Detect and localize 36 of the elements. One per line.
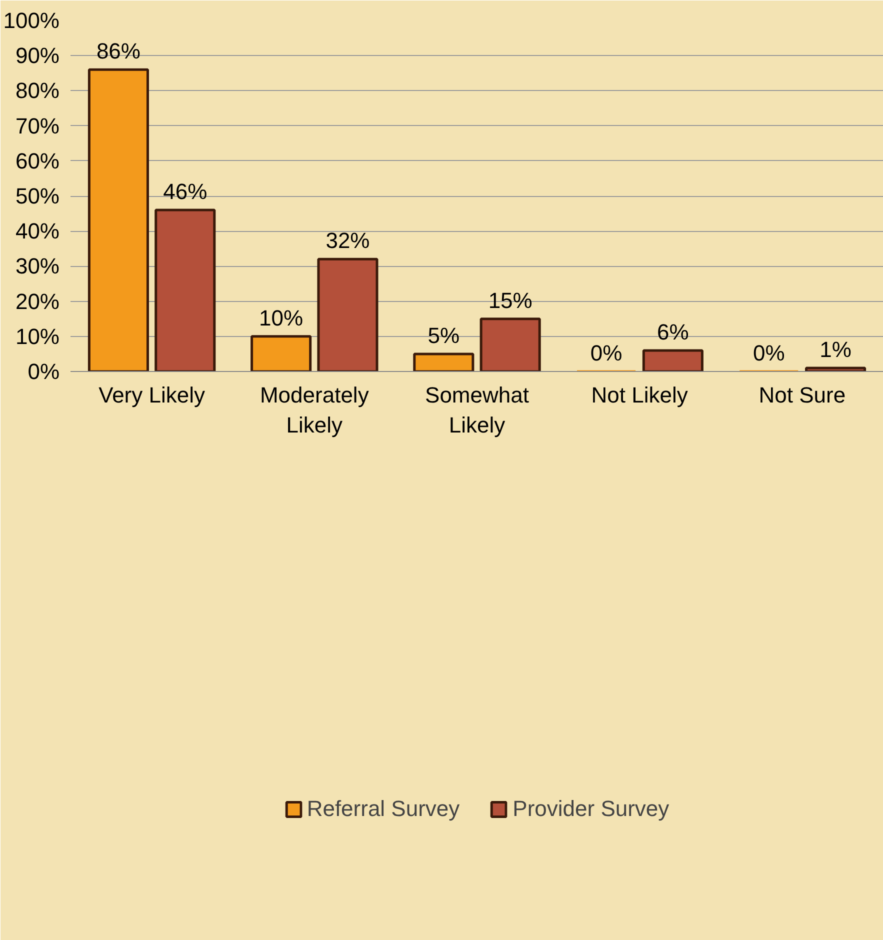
legend-label: Provider Survey xyxy=(512,796,670,822)
y-tick-label: 30% xyxy=(15,254,60,279)
data-label: 15% xyxy=(488,288,532,313)
bar xyxy=(805,366,866,372)
y-tick-label: 90% xyxy=(15,43,60,68)
y-tick-label: 70% xyxy=(15,113,60,138)
data-label: 10% xyxy=(259,305,304,330)
data-label: 86% xyxy=(96,38,140,64)
x-tick-label: Moderately Likely xyxy=(260,382,369,438)
y-tick-label: 40% xyxy=(15,218,60,244)
x-tick-label: Not Likely xyxy=(591,382,688,408)
y-tick-label: 10% xyxy=(15,324,60,349)
data-label: 0% xyxy=(752,340,785,366)
data-label: 5% xyxy=(428,322,460,348)
data-label: 1% xyxy=(820,336,852,362)
legend-label: Referral Survey xyxy=(306,796,460,822)
bar xyxy=(154,208,216,372)
data-label: 32% xyxy=(326,228,370,254)
bar xyxy=(480,318,541,372)
y-tick-label: 80% xyxy=(15,78,60,104)
data-label: 0% xyxy=(590,340,622,366)
y-tick-label: 50% xyxy=(15,184,60,208)
x-tick-label: Not Sure xyxy=(758,382,846,408)
data-label: 46% xyxy=(163,179,208,204)
bar xyxy=(317,258,378,372)
x-tick-label: Somewhat Likely xyxy=(425,382,529,438)
bar xyxy=(250,335,312,372)
y-tick-label: 100% xyxy=(3,8,60,33)
bar xyxy=(642,349,704,372)
bar xyxy=(413,352,474,372)
y-tick-label: 0% xyxy=(28,359,60,384)
x-tick-label: Very Likely xyxy=(98,382,205,408)
data-label: 6% xyxy=(657,319,689,344)
y-tick-label: 60% xyxy=(15,148,60,174)
y-tick-label: 20% xyxy=(15,288,60,314)
bar xyxy=(88,68,149,372)
